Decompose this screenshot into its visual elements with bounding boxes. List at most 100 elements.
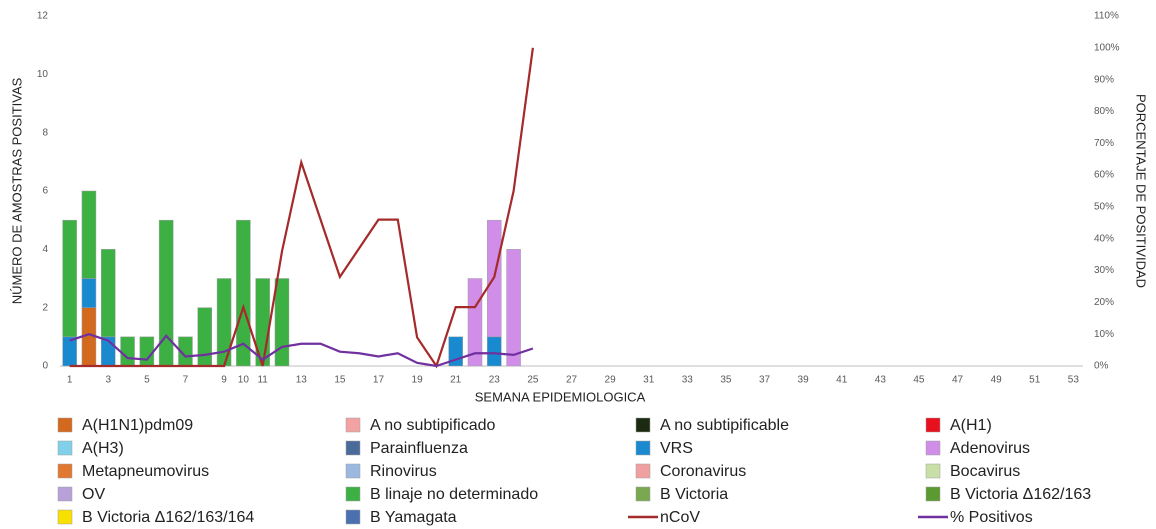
bar	[101, 249, 116, 338]
x-tick-label: 39	[798, 375, 810, 386]
y-tick-label: 6	[42, 186, 48, 197]
x-tick-label: 49	[991, 375, 1003, 386]
bar	[274, 278, 290, 367]
legend-label: B Victoria	[660, 486, 728, 503]
bar	[62, 219, 77, 338]
x-tick-label: 5	[144, 375, 150, 386]
y2-tick-label: 30%	[1094, 265, 1114, 276]
legend-swatch	[345, 509, 361, 525]
legend-swatch	[345, 486, 361, 502]
bar	[236, 219, 251, 367]
line	[69, 333, 534, 368]
bar	[506, 249, 521, 367]
x-tick-label: 35	[720, 375, 732, 386]
y-axis-title: NÚMERO DE AMOSTRAS POSITIVAS	[9, 77, 24, 304]
bar	[158, 219, 174, 367]
legend-swatch	[57, 486, 73, 502]
y-tick-label: 2	[42, 302, 48, 313]
x-tick-label: 29	[605, 375, 617, 386]
x-tick-label: 19	[412, 375, 424, 386]
legend-label: A(H1)	[950, 417, 992, 434]
bar	[487, 336, 502, 367]
legend-label: A no subtipificable	[660, 417, 789, 434]
x-tick-label: 25	[527, 375, 539, 386]
y2-tick-label: 0%	[1094, 361, 1109, 372]
legend-label: B Victoria Δ162/163/164	[82, 509, 254, 526]
bar	[197, 307, 213, 367]
y2-tick-label: 90%	[1094, 74, 1114, 85]
legend-swatch	[635, 417, 651, 433]
x-tick-label: 53	[1068, 375, 1080, 386]
legend-swatch	[635, 486, 651, 502]
bar	[120, 336, 135, 367]
legend-swatch	[57, 417, 73, 433]
y2-tick-label: 60%	[1094, 170, 1114, 181]
legend-label: B Victoria Δ162/163	[950, 486, 1091, 503]
x-tick-label: 9	[221, 375, 227, 386]
y2-tick-label: 10%	[1094, 329, 1114, 340]
y-tick-label: 4	[42, 244, 48, 255]
bar	[139, 336, 155, 367]
x-tick-label: 3	[105, 375, 111, 386]
legend-swatch	[345, 463, 361, 479]
y2-axis-title: PORCENTAJE DE POSITIVIDAD	[1134, 94, 1149, 288]
x-tick-label: 17	[373, 375, 385, 386]
legend-swatch	[925, 417, 941, 433]
bar	[62, 336, 77, 367]
legend-swatch	[925, 463, 941, 479]
legend-label: % Positivos	[950, 509, 1033, 526]
y2-tick-label: 50%	[1094, 202, 1114, 213]
legend-label: Coronavirus	[660, 463, 746, 480]
legend-swatch	[925, 440, 941, 456]
legend-swatch	[345, 440, 361, 456]
bar	[81, 278, 97, 308]
legend-swatch	[57, 440, 73, 456]
legend-label: Rinovirus	[370, 463, 437, 480]
x-tick-label: 37	[759, 375, 771, 386]
bar	[81, 190, 97, 279]
legend-label: B linaje no determinado	[370, 486, 538, 503]
legend-swatch	[345, 417, 361, 433]
x-tick-label: 51	[1029, 375, 1041, 386]
legend-swatch	[925, 486, 941, 502]
x-tick-label: 47	[952, 375, 964, 386]
y2-tick-label: 40%	[1094, 233, 1114, 244]
x-tick-label: 45	[913, 375, 925, 386]
y2-tick-label: 20%	[1094, 297, 1114, 308]
legend-label: nCoV	[660, 509, 700, 526]
x-tick-label: 41	[836, 375, 848, 386]
legend-swatch	[57, 509, 73, 525]
y2-tick-label: 110%	[1094, 11, 1119, 22]
legend-label: OV	[82, 486, 105, 503]
x-axis-title: SEMANA EPIDEMIOLOGICA	[475, 389, 646, 404]
y2-tick-label: 70%	[1094, 138, 1114, 149]
legend-label: Bocavirus	[950, 463, 1020, 480]
legend-label: Metapneumovirus	[82, 463, 209, 480]
legend-label: Adenovirus	[950, 440, 1030, 457]
legend-label: B Yamagata	[370, 509, 457, 526]
y2-tick-label: 80%	[1094, 106, 1114, 117]
x-tick-label: 1	[67, 375, 73, 386]
legend-swatch	[57, 463, 73, 479]
y-tick-label: 0	[42, 361, 48, 372]
legend-swatch	[635, 440, 651, 456]
line	[69, 47, 534, 369]
x-tick-label: 33	[682, 375, 694, 386]
y-tick-label: 12	[37, 11, 49, 22]
x-tick-label: 23	[489, 375, 501, 386]
x-tick-label: 7	[183, 375, 189, 386]
legend-label: A no subtipificado	[370, 417, 496, 434]
x-tick-label: 10	[238, 375, 250, 386]
legend-label: A(H1N1)pdm09	[82, 417, 193, 434]
y-tick-label: 8	[42, 127, 48, 138]
x-tick-label: 13	[296, 375, 308, 386]
x-tick-label: 31	[643, 375, 655, 386]
x-tick-label: 11	[257, 375, 268, 386]
legend-label: Parainfluenza	[370, 440, 468, 457]
x-tick-label: 43	[875, 375, 887, 386]
x-tick-label: 21	[450, 375, 462, 386]
legend-label: A(H3)	[82, 440, 124, 457]
y-tick-label: 10	[37, 69, 49, 80]
legend-label: VRS	[660, 440, 693, 457]
